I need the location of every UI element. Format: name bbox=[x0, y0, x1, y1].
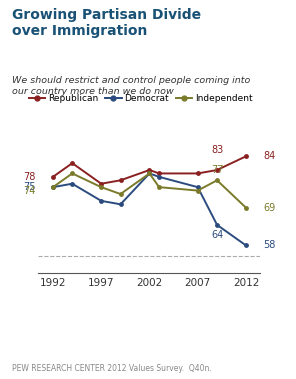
Text: 77: 77 bbox=[211, 165, 223, 175]
Text: We should restrict and control people coming into
our country more than we do no: We should restrict and control people co… bbox=[12, 76, 250, 96]
Text: 83: 83 bbox=[211, 144, 223, 155]
Text: 78: 78 bbox=[23, 172, 36, 182]
Text: 84: 84 bbox=[263, 151, 276, 161]
Text: 64: 64 bbox=[211, 230, 223, 240]
Text: 58: 58 bbox=[263, 240, 276, 251]
Text: Growing Partisan Divide
over Immigration: Growing Partisan Divide over Immigration bbox=[12, 8, 201, 38]
Text: 75: 75 bbox=[23, 182, 36, 192]
Text: 69: 69 bbox=[263, 203, 276, 213]
Text: PEW RESEARCH CENTER 2012 Values Survey.  Q40n.: PEW RESEARCH CENTER 2012 Values Survey. … bbox=[12, 364, 212, 373]
Legend: Republican, Democrat, Independent: Republican, Democrat, Independent bbox=[25, 90, 256, 106]
Text: 74: 74 bbox=[23, 186, 36, 196]
